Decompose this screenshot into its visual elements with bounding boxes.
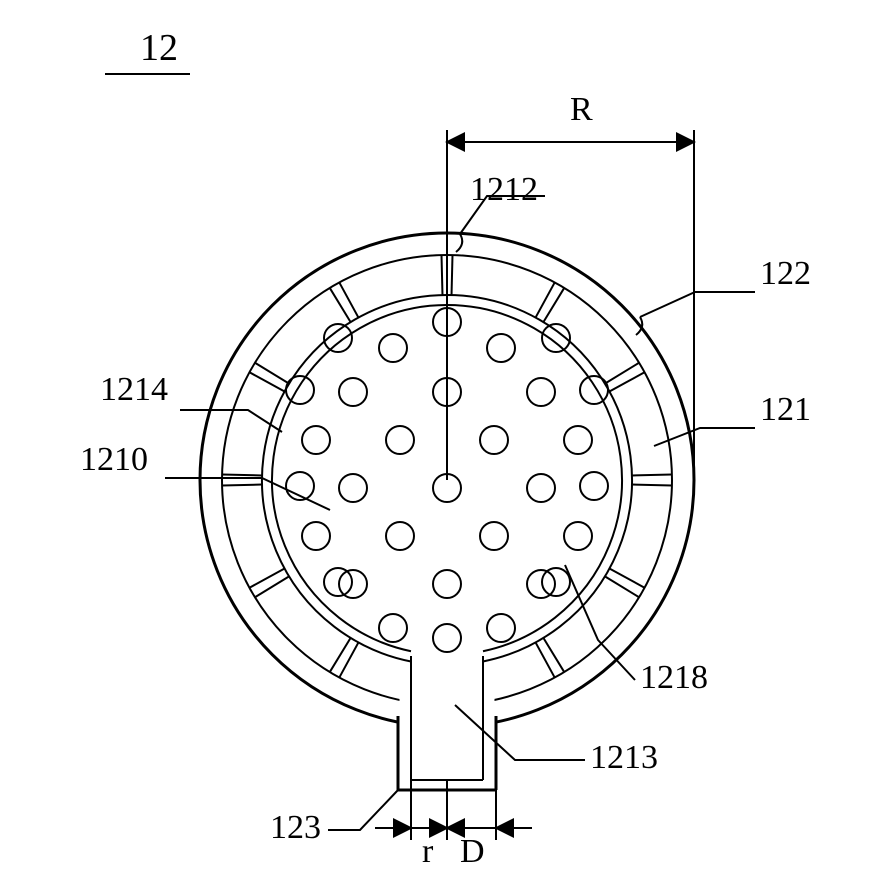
hole bbox=[564, 426, 592, 454]
callout-text: 121 bbox=[760, 391, 811, 428]
callout-leader bbox=[565, 565, 635, 680]
spoke-line bbox=[632, 485, 672, 486]
callout-leader bbox=[165, 478, 330, 510]
hole bbox=[379, 334, 407, 362]
spoke-line bbox=[452, 255, 453, 295]
hole bbox=[542, 568, 570, 596]
hole bbox=[339, 378, 367, 406]
spoke-line bbox=[605, 576, 639, 597]
hole bbox=[580, 376, 608, 404]
spoke-line bbox=[609, 372, 644, 391]
callout-text: 123 bbox=[270, 809, 321, 846]
hole bbox=[480, 522, 508, 550]
spoke-line bbox=[330, 638, 351, 672]
spoke-line bbox=[255, 363, 289, 384]
callout-leader bbox=[640, 292, 755, 317]
callout-text: 1213 bbox=[590, 739, 658, 776]
hole bbox=[339, 474, 367, 502]
callout-leader bbox=[328, 790, 398, 830]
spoke-line bbox=[605, 363, 639, 384]
hole bbox=[379, 614, 407, 642]
hole bbox=[480, 426, 508, 454]
hole bbox=[527, 378, 555, 406]
hole bbox=[339, 570, 367, 598]
spoke-line bbox=[249, 372, 284, 391]
spoke-line bbox=[255, 576, 289, 597]
callout-leader bbox=[180, 410, 282, 432]
figure-number: 12 bbox=[140, 27, 178, 69]
spoke-line bbox=[543, 288, 564, 322]
hole bbox=[286, 376, 314, 404]
spoke-line bbox=[339, 642, 358, 677]
hole bbox=[487, 614, 515, 642]
callout-hook bbox=[456, 234, 462, 252]
hole bbox=[527, 474, 555, 502]
spoke-line bbox=[249, 569, 284, 588]
hole bbox=[386, 522, 414, 550]
spoke-line bbox=[330, 288, 351, 322]
hole bbox=[302, 426, 330, 454]
spoke-line bbox=[536, 642, 555, 677]
dim-r-label: r bbox=[422, 833, 434, 870]
hole bbox=[487, 334, 515, 362]
hole bbox=[386, 426, 414, 454]
hole bbox=[527, 570, 555, 598]
hole bbox=[564, 522, 592, 550]
spoke-line bbox=[632, 475, 672, 476]
hole bbox=[433, 570, 461, 598]
hole bbox=[324, 568, 352, 596]
callout-text: 1212 bbox=[470, 171, 538, 208]
spoke-line bbox=[536, 282, 555, 317]
callout-text: 1214 bbox=[100, 371, 168, 408]
hole bbox=[302, 522, 330, 550]
hole bbox=[580, 472, 608, 500]
spoke-line bbox=[543, 638, 564, 672]
hole bbox=[433, 624, 461, 652]
dim-D-label: D bbox=[460, 833, 485, 870]
spoke-line bbox=[442, 255, 443, 295]
stem-mask bbox=[400, 699, 495, 788]
callout-text: 1218 bbox=[640, 659, 708, 696]
spoke-line bbox=[222, 485, 262, 486]
callout-text: 1210 bbox=[80, 441, 148, 478]
spoke-line bbox=[339, 282, 358, 317]
spoke-line bbox=[222, 475, 262, 476]
spoke-line bbox=[609, 569, 644, 588]
dim-R-label: R bbox=[570, 91, 593, 128]
callout-text: 122 bbox=[760, 255, 811, 292]
